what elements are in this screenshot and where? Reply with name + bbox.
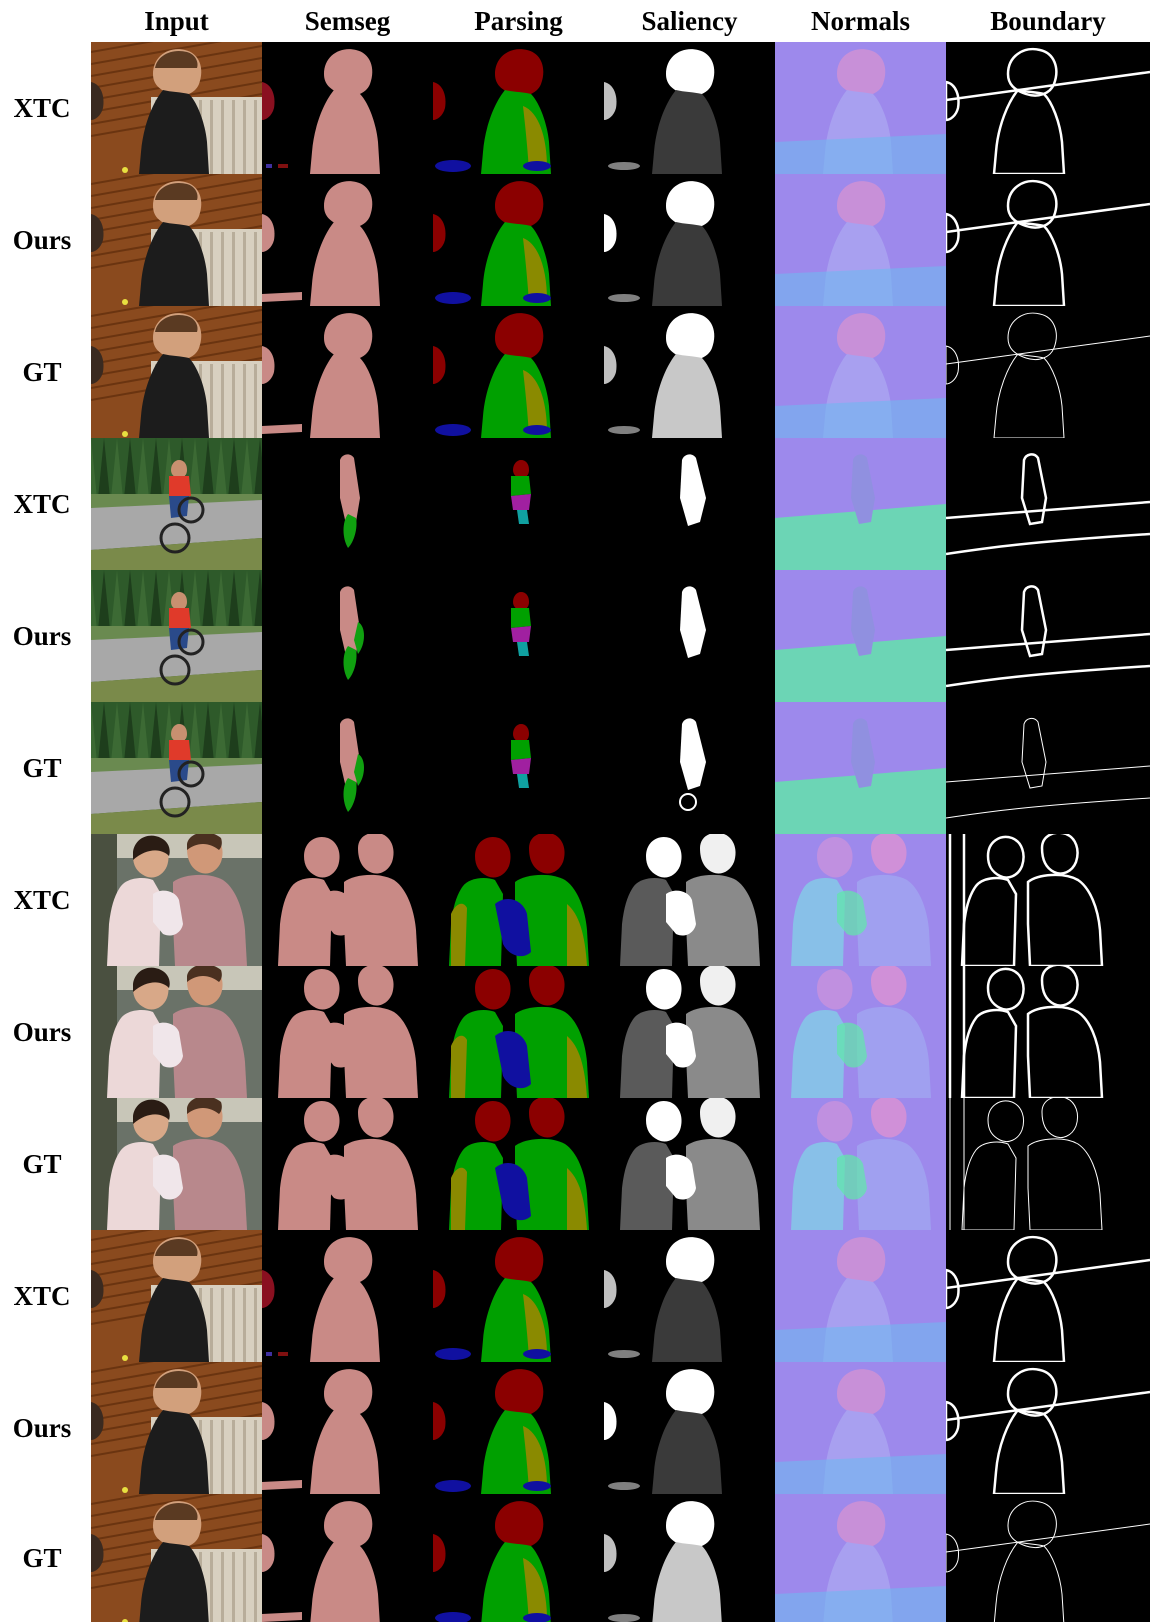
boundary-xtc-image	[946, 42, 1150, 174]
normals-ours-image	[775, 1362, 946, 1494]
input-gt-image	[91, 702, 262, 834]
boundary-gt-image	[946, 306, 1150, 438]
normals-xtc-image	[775, 42, 946, 174]
parsing-xtc-image	[433, 42, 604, 174]
normals-xtc-image	[775, 1230, 946, 1362]
column-header-input: Input	[144, 5, 209, 36]
saliency-xtc-image	[604, 438, 775, 570]
semseg-gt-image	[262, 306, 433, 438]
semseg-xtc-image	[262, 1230, 433, 1362]
semseg-xtc-image	[262, 834, 433, 966]
input-ours-image	[91, 966, 262, 1098]
boundary-xtc-image	[946, 1230, 1150, 1362]
input-ours-image	[91, 570, 262, 702]
row-label: GT	[22, 356, 62, 387]
boundary-gt-image	[946, 1494, 1150, 1622]
saliency-xtc-image	[604, 1230, 775, 1362]
input-xtc-image	[91, 1230, 262, 1362]
saliency-ours-image	[604, 1362, 775, 1494]
saliency-gt-image	[604, 702, 775, 834]
semseg-xtc-image	[262, 42, 433, 174]
parsing-gt-image	[433, 702, 604, 834]
boundary-ours-image	[946, 966, 1150, 1098]
row-label: XTC	[13, 884, 71, 915]
normals-gt-image	[775, 306, 946, 438]
row-label: Ours	[12, 224, 72, 255]
semseg-xtc-image	[262, 438, 433, 570]
saliency-ours-image	[604, 174, 775, 306]
semseg-ours-image	[262, 1362, 433, 1494]
input-gt-image	[91, 306, 262, 438]
parsing-ours-image	[433, 570, 604, 702]
semseg-gt-image	[262, 1098, 433, 1230]
saliency-xtc-image	[604, 42, 775, 174]
parsing-ours-image	[433, 966, 604, 1098]
row-label: XTC	[13, 92, 71, 123]
normals-gt-image	[775, 1098, 946, 1230]
normals-gt-image	[775, 702, 946, 834]
parsing-gt-image	[433, 1494, 604, 1622]
saliency-gt-image	[604, 306, 775, 438]
input-ours-image	[91, 1362, 262, 1494]
column-header-boundary: Boundary	[990, 5, 1106, 36]
saliency-gt-image	[604, 1098, 775, 1230]
boundary-gt-image	[946, 1098, 1150, 1230]
boundary-gt-image	[946, 702, 1150, 834]
parsing-ours-image	[433, 174, 604, 306]
row-label: Ours	[12, 620, 72, 651]
row-label: XTC	[13, 1280, 71, 1311]
semseg-ours-image	[262, 570, 433, 702]
saliency-ours-image	[604, 570, 775, 702]
boundary-ours-image	[946, 570, 1150, 702]
row-label: Ours	[12, 1016, 72, 1047]
parsing-xtc-image	[433, 438, 604, 570]
row-label: GT	[22, 1148, 62, 1179]
row-label: GT	[22, 1542, 62, 1573]
saliency-ours-image	[604, 966, 775, 1098]
normals-xtc-image	[775, 834, 946, 966]
column-header-parsing: Parsing	[474, 5, 563, 36]
column-header-semseg: Semseg	[304, 5, 391, 36]
saliency-gt-image	[604, 1494, 775, 1622]
boundary-xtc-image	[946, 438, 1150, 570]
input-ours-image	[91, 174, 262, 306]
normals-ours-image	[775, 570, 946, 702]
boundary-ours-image	[946, 1362, 1150, 1494]
parsing-gt-image	[433, 1098, 604, 1230]
row-label: GT	[22, 752, 62, 783]
parsing-xtc-image	[433, 1230, 604, 1362]
semseg-gt-image	[262, 1494, 433, 1622]
row-label: Ours	[12, 1412, 72, 1443]
normals-ours-image	[775, 966, 946, 1098]
semseg-ours-image	[262, 966, 433, 1098]
parsing-ours-image	[433, 1362, 604, 1494]
saliency-xtc-image	[604, 834, 775, 966]
parsing-gt-image	[433, 306, 604, 438]
column-header-normals: Normals	[811, 5, 910, 36]
normals-gt-image	[775, 1494, 946, 1622]
input-xtc-image	[91, 42, 262, 174]
input-xtc-image	[91, 438, 262, 570]
semseg-gt-image	[262, 702, 433, 834]
column-header-saliency: Saliency	[641, 5, 738, 36]
boundary-xtc-image	[946, 834, 1150, 966]
input-gt-image	[91, 1098, 262, 1230]
input-xtc-image	[91, 834, 262, 966]
row-label: XTC	[13, 488, 71, 519]
normals-xtc-image	[775, 438, 946, 570]
input-gt-image	[91, 1494, 262, 1622]
boundary-ours-image	[946, 174, 1150, 306]
semseg-ours-image	[262, 174, 433, 306]
parsing-xtc-image	[433, 834, 604, 966]
normals-ours-image	[775, 174, 946, 306]
